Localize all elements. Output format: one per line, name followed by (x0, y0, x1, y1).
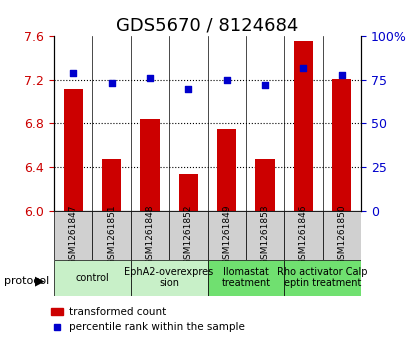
Bar (93, 211, 131, 260)
Text: EphA2-overexpres
sion: EphA2-overexpres sion (124, 267, 214, 289)
Bar (246, 211, 284, 260)
Bar (131, 260, 208, 296)
Text: protocol: protocol (4, 276, 49, 286)
Text: Rho activator Calp
eptin treatment: Rho activator Calp eptin treatment (277, 267, 368, 289)
Bar (332, 79, 352, 211)
Title: GDS5670 / 8124684: GDS5670 / 8124684 (116, 17, 299, 35)
Text: Ilomastat
treatment: Ilomastat treatment (221, 267, 271, 289)
Text: GSM1261852: GSM1261852 (184, 205, 193, 265)
Text: GSM1261848: GSM1261848 (145, 205, 154, 265)
Text: ▶: ▶ (35, 275, 45, 288)
Bar (169, 211, 208, 260)
Bar (54, 260, 131, 296)
Bar (284, 211, 323, 260)
Bar (54, 211, 92, 260)
Point (262, 82, 269, 88)
Bar (140, 119, 159, 211)
Bar (208, 260, 284, 296)
Bar (256, 159, 275, 211)
Point (185, 86, 192, 91)
Bar (284, 260, 361, 296)
Point (146, 75, 153, 81)
Point (223, 77, 230, 83)
Bar (323, 211, 361, 260)
Bar (131, 211, 169, 260)
Point (339, 72, 345, 78)
Bar (63, 89, 83, 211)
Point (108, 81, 115, 86)
Legend: transformed count, percentile rank within the sample: transformed count, percentile rank withi… (47, 303, 249, 337)
Text: GSM1261853: GSM1261853 (261, 205, 270, 265)
Bar (294, 41, 313, 211)
Bar (217, 129, 236, 211)
Text: GSM1261846: GSM1261846 (299, 205, 308, 265)
Text: GSM1261850: GSM1261850 (337, 205, 347, 265)
Text: control: control (76, 273, 109, 283)
Text: GSM1261847: GSM1261847 (68, 205, 78, 265)
Text: GSM1261851: GSM1261851 (107, 205, 116, 265)
Bar (179, 174, 198, 211)
Bar (208, 211, 246, 260)
Bar (102, 159, 121, 211)
Point (70, 70, 76, 76)
Point (300, 65, 307, 70)
Text: GSM1261849: GSM1261849 (222, 205, 231, 265)
